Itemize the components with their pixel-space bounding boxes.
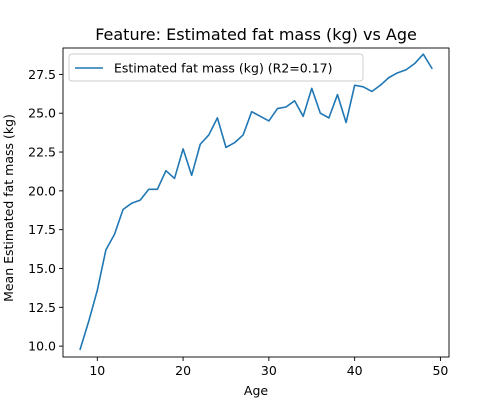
x-tick-label: 50 xyxy=(432,363,448,378)
x-tick-label: 30 xyxy=(261,363,277,378)
plot-area: 10 20 30 40 50 10.0 12.5 15.0 17.5 20.0 22.5 25.0 27… xyxy=(28,47,450,378)
y-tick-label: 27.5 xyxy=(28,67,56,82)
series-line-0 xyxy=(79,53,433,351)
y-tick-label: 20.0 xyxy=(28,183,56,198)
y-tick-label: 25.0 xyxy=(28,106,56,121)
y-tick-label: 12.5 xyxy=(28,300,56,315)
x-tick-label: 40 xyxy=(347,363,363,378)
x-tick-label: 20 xyxy=(175,363,191,378)
y-tick-label: 15.0 xyxy=(28,261,56,276)
y-tick-label: 22.5 xyxy=(28,145,56,160)
x-tick-label: 10 xyxy=(89,363,105,378)
y-axis-label: Mean Estimated fat mass (kg) xyxy=(1,114,16,302)
y-tick-label: 17.5 xyxy=(28,222,56,237)
legend-label: Estimated fat mass (kg) (R2=0.17) xyxy=(114,61,333,76)
legend-box xyxy=(68,53,364,82)
axes-frame xyxy=(62,47,450,358)
y-tick-label: 10.0 xyxy=(28,339,56,354)
chart-title: Feature: Estimated fat mass (kg) vs Age xyxy=(95,25,417,44)
x-axis-label: Age xyxy=(244,383,268,398)
